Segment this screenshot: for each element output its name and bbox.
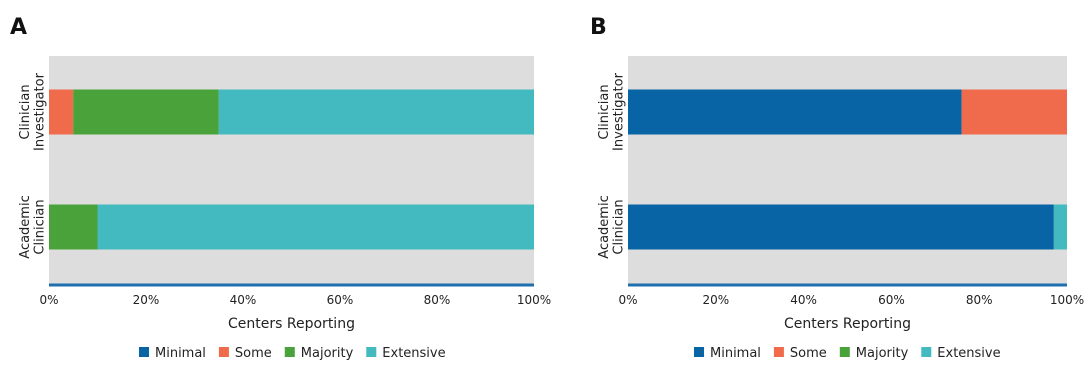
legend-label-minimal: Minimal bbox=[710, 346, 761, 361]
bar-minimal-0 bbox=[628, 89, 962, 135]
bar-majority-1 bbox=[49, 204, 98, 250]
legend-swatch-minimal bbox=[694, 347, 704, 357]
legend-swatch-some bbox=[218, 347, 229, 357]
category-label-0: ClinicianInvestigator bbox=[597, 72, 626, 151]
x-tick-label: 0% bbox=[618, 293, 637, 307]
panel-label-a: A bbox=[10, 15, 27, 40]
bar-extensive-0 bbox=[218, 89, 534, 135]
x-tick-label: 60% bbox=[327, 293, 354, 307]
legend-label-some: Some bbox=[790, 346, 827, 361]
category-label-line: Clinician bbox=[18, 84, 33, 139]
legend-label-minimal: Minimal bbox=[155, 346, 206, 361]
bar-extensive-1 bbox=[97, 204, 534, 250]
category-label-line: Investigator bbox=[611, 72, 626, 151]
x-tick-label: 40% bbox=[230, 293, 257, 307]
category-label-line: Investigator bbox=[32, 72, 47, 151]
x-axis-title: Centers Reporting bbox=[784, 316, 911, 332]
legend-swatch-extensive bbox=[366, 347, 377, 357]
bar-minimal-1 bbox=[628, 204, 1054, 250]
x-tick-label: 100% bbox=[517, 293, 551, 307]
legend-swatch-extensive bbox=[921, 347, 932, 357]
x-tick-label: 40% bbox=[790, 293, 817, 307]
legend-swatch-majority bbox=[839, 347, 850, 357]
bar-some-0 bbox=[961, 89, 1067, 135]
category-label-line: Clinician bbox=[611, 199, 626, 254]
x-tick-label: 80% bbox=[424, 293, 451, 307]
category-label-line: Academic bbox=[18, 195, 33, 258]
category-label-line: Clinician bbox=[597, 84, 612, 139]
legend-label-some: Some bbox=[235, 346, 272, 361]
x-tick-label: 20% bbox=[133, 293, 160, 307]
category-label-line: Clinician bbox=[32, 199, 47, 254]
bar-some-0 bbox=[49, 89, 74, 135]
legend-label-majority: Majority bbox=[301, 346, 354, 361]
category-label-1: AcademicClinician bbox=[18, 195, 47, 258]
bar-majority-0 bbox=[73, 89, 219, 135]
panel-label-b: B bbox=[590, 15, 607, 40]
legend-label-majority: Majority bbox=[856, 346, 909, 361]
category-label-line: Academic bbox=[597, 195, 612, 258]
category-label-0: ClinicianInvestigator bbox=[18, 72, 47, 151]
bar-extensive-1 bbox=[1053, 204, 1067, 250]
x-tick-label: 60% bbox=[878, 293, 905, 307]
legend-label-extensive: Extensive bbox=[382, 346, 445, 361]
x-tick-label: 100% bbox=[1050, 293, 1084, 307]
x-tick-label: 0% bbox=[39, 293, 58, 307]
legend-label-extensive: Extensive bbox=[937, 346, 1000, 361]
x-tick-label: 20% bbox=[702, 293, 729, 307]
x-tick-label: 80% bbox=[966, 293, 993, 307]
x-axis-title: Centers Reporting bbox=[228, 316, 355, 332]
legend-swatch-minimal bbox=[139, 347, 149, 357]
legend-swatch-majority bbox=[284, 347, 295, 357]
legend-swatch-some bbox=[773, 347, 784, 357]
category-label-1: AcademicClinician bbox=[597, 195, 626, 258]
